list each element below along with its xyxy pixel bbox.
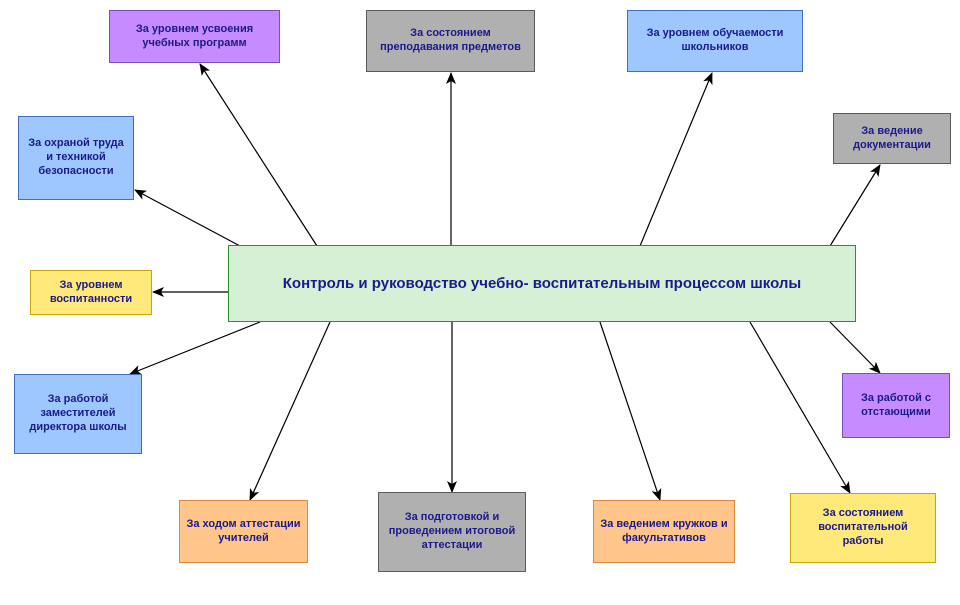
diagram-node-label: За ведением кружков и факультативов [600, 518, 728, 546]
diagram-edge [130, 322, 260, 374]
diagram-node-label: За уровнем воспитанности [37, 279, 145, 307]
diagram-node: За охраной труда и техникой безопасности [18, 116, 134, 200]
diagram-edge [640, 73, 712, 246]
central-node-label: Контроль и руководство учебно- воспитате… [283, 273, 801, 294]
diagram-edge [830, 165, 880, 246]
diagram-node: За состоянием воспитательной работы [790, 493, 936, 563]
diagram-node-label: За подготовкой и проведением итоговой ат… [385, 511, 519, 552]
diagram-node-label: За работой заместителей директора школы [21, 393, 135, 434]
diagram-edge [135, 190, 240, 246]
diagram-node: За ведение документации [833, 113, 951, 164]
diagram-node-label: За работой с отстающими [849, 392, 943, 420]
diagram-node: За ведением кружков и факультативов [593, 500, 735, 563]
diagram-node-label: За состоянием преподавания предметов [373, 27, 528, 55]
diagram-node: За работой заместителей директора школы [14, 374, 142, 454]
diagram-node: За работой с отстающими [842, 373, 950, 438]
diagram-node-label: За ведение документации [840, 125, 944, 153]
diagram-node: За состоянием преподавания предметов [366, 10, 535, 72]
diagram-edge [830, 322, 880, 373]
diagram-node: За уровнем обучаемости школьников [627, 10, 803, 72]
diagram-node-label: За охраной труда и техникой безопасности [25, 137, 127, 178]
diagram-node-label: За уровнем усвоения учебных программ [116, 23, 273, 51]
central-node: Контроль и руководство учебно- воспитате… [228, 245, 856, 322]
diagram-edge [750, 322, 850, 493]
diagram-node: За подготовкой и проведением итоговой ат… [378, 492, 526, 572]
diagram-edge [250, 322, 330, 500]
diagram-node: За уровнем воспитанности [30, 270, 152, 315]
diagram-node-label: За состоянием воспитательной работы [797, 507, 929, 548]
diagram-edge [200, 64, 317, 246]
diagram-node-label: За уровнем обучаемости школьников [634, 27, 796, 55]
diagram-edge [600, 322, 660, 500]
diagram-node-label: За ходом аттестации учителей [186, 518, 301, 546]
diagram-node: За уровнем усвоения учебных программ [109, 10, 280, 63]
diagram-node: За ходом аттестации учителей [179, 500, 308, 563]
